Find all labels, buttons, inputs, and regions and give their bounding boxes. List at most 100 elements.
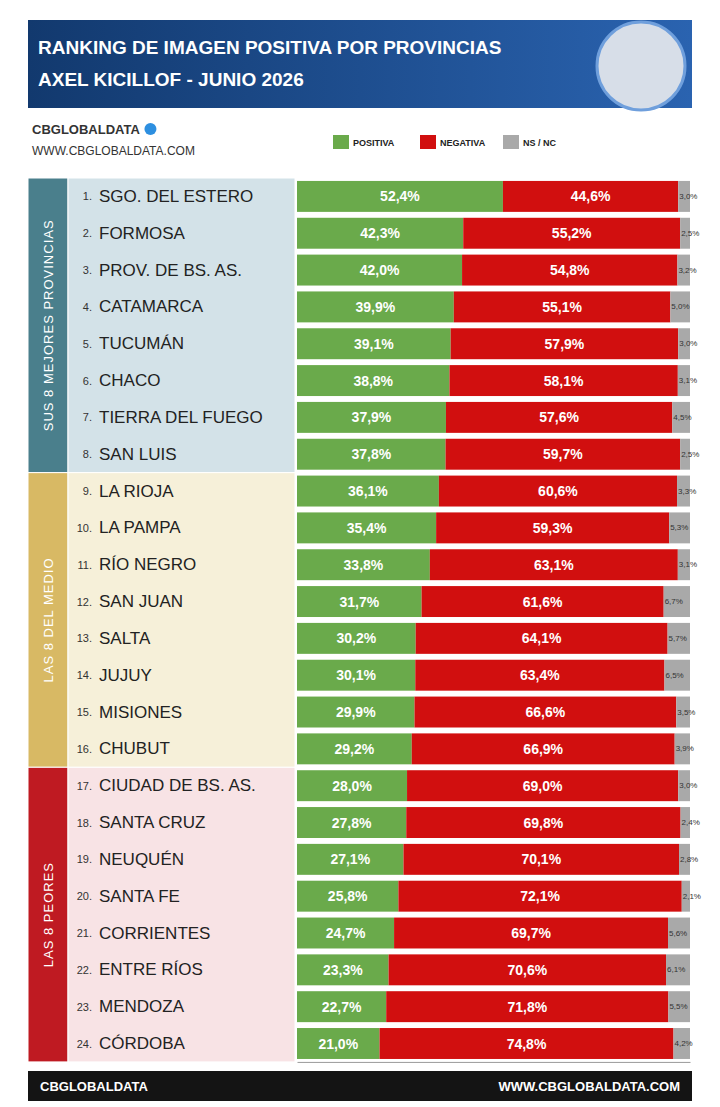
bar-segment [389,954,666,985]
category-label: LA RIOJA [99,482,174,501]
data-label: 29,9% [336,704,376,720]
bar-segment [503,181,678,212]
category-label: JUJUY [99,666,152,685]
data-label: 22,7% [322,999,362,1015]
bar-segment [297,181,503,212]
data-label: 3,0% [679,339,697,348]
bar-segment [407,770,678,801]
legend-label: NEGATIVA [440,138,486,148]
category-label: RÍO NEGRO [99,555,196,574]
rank-label: 13. [77,632,92,644]
bar-segment [297,844,404,875]
bar-segment [415,660,664,691]
category-label: PROV. DE BS. AS. [99,261,242,280]
data-label: 74,8% [507,1036,547,1052]
rank-label: 8. [83,448,92,460]
data-label: 39,1% [354,336,394,352]
data-label: 69,7% [511,925,551,941]
category-label: TIERRA DEL FUEGO [99,408,263,427]
data-label: 2,5% [681,450,699,459]
data-label: 61,6% [523,594,563,610]
bar-segment [669,512,690,543]
data-label: 69,8% [524,815,564,831]
data-label: 59,7% [543,446,583,462]
category-label: NEUQUÉN [99,850,184,869]
category-label: SAN LUIS [99,445,176,464]
category-label: ENTRE RÍOS [99,960,203,979]
legend-item: NS / NC [503,135,557,149]
bar-segment [668,623,690,654]
data-label: 21,0% [318,1036,358,1052]
bar-segment [297,623,416,654]
data-label: 4,2% [674,1039,692,1048]
data-label: 6,5% [665,671,683,680]
data-label: 6,1% [667,965,685,974]
footer-band [28,1071,692,1101]
bar-segment [297,328,451,359]
bar-segment [416,623,668,654]
data-label: 5,6% [669,929,687,938]
bar-segment [430,549,678,580]
data-label: 5,7% [669,634,687,643]
category-label: CIUDAD DE BS. AS. [99,776,256,795]
bar-segment [398,881,681,912]
brand-url: WWW.CBGLOBALDATA.COM [32,144,195,158]
data-label: 31,7% [339,594,379,610]
category-label: CORRIENTES [99,924,210,943]
bar-segment [297,586,422,617]
bar-segment [394,918,668,949]
data-label: 60,6% [538,483,578,499]
data-label: 27,1% [330,851,370,867]
rank-label: 24. [77,1038,92,1050]
rank-label: 2. [83,227,92,239]
data-label: 3,5% [677,708,695,717]
category-label: CHUBUT [99,739,170,758]
data-label: 6,7% [665,597,683,606]
data-label: 66,6% [526,704,566,720]
bar-segment [297,512,436,543]
data-label: 69,0% [523,778,563,794]
bar-segment [668,918,690,949]
data-label: 24,7% [326,925,366,941]
bar-segment [297,255,462,286]
bar-segment [664,660,690,691]
bar-segment [668,991,690,1022]
category-label: SANTA FE [99,887,180,906]
bar-segment [412,733,675,764]
rank-label: 19. [77,853,92,865]
category-label: SALTA [99,629,151,648]
data-label: 70,6% [507,962,547,978]
data-label: 36,1% [348,483,388,499]
rank-label: 9. [83,485,92,497]
category-label: SGO. DEL ESTERO [99,187,253,206]
category-label: MISIONES [99,703,182,722]
rank-label: 10. [77,522,92,534]
title: RANKING DE IMAGEN POSITIVA POR PROVINCIA… [38,37,501,58]
group-background [68,767,295,1062]
bar-segment [404,844,679,875]
data-label: 30,2% [336,630,376,646]
data-label: 55,1% [542,299,582,315]
group-background [68,473,295,768]
data-label: 38,8% [353,373,393,389]
bar-segment [463,218,680,249]
data-label: 39,9% [356,299,396,315]
data-label: 3,1% [679,376,697,385]
bar-segment [297,991,386,1022]
legend-label: POSITIVA [353,138,395,148]
bar-segment [297,402,446,433]
verified-badge [144,123,156,135]
category-label: FORMOSA [99,224,186,243]
rank-label: 15. [77,706,92,718]
category-label: CÓRDOBA [99,1034,186,1053]
rank-label: 17. [77,780,92,792]
footer-brand: CBGLOBALDATA [40,1079,148,1094]
rank-label: 23. [77,1001,92,1013]
bar-segment [297,476,439,507]
category-label: MENDOZA [99,997,185,1016]
group-label: LAS 8 PEORES [41,862,56,967]
bar-segment [462,255,677,286]
bar-segment [406,807,680,838]
bar-segment [386,991,668,1022]
data-label: 3,9% [676,744,694,753]
